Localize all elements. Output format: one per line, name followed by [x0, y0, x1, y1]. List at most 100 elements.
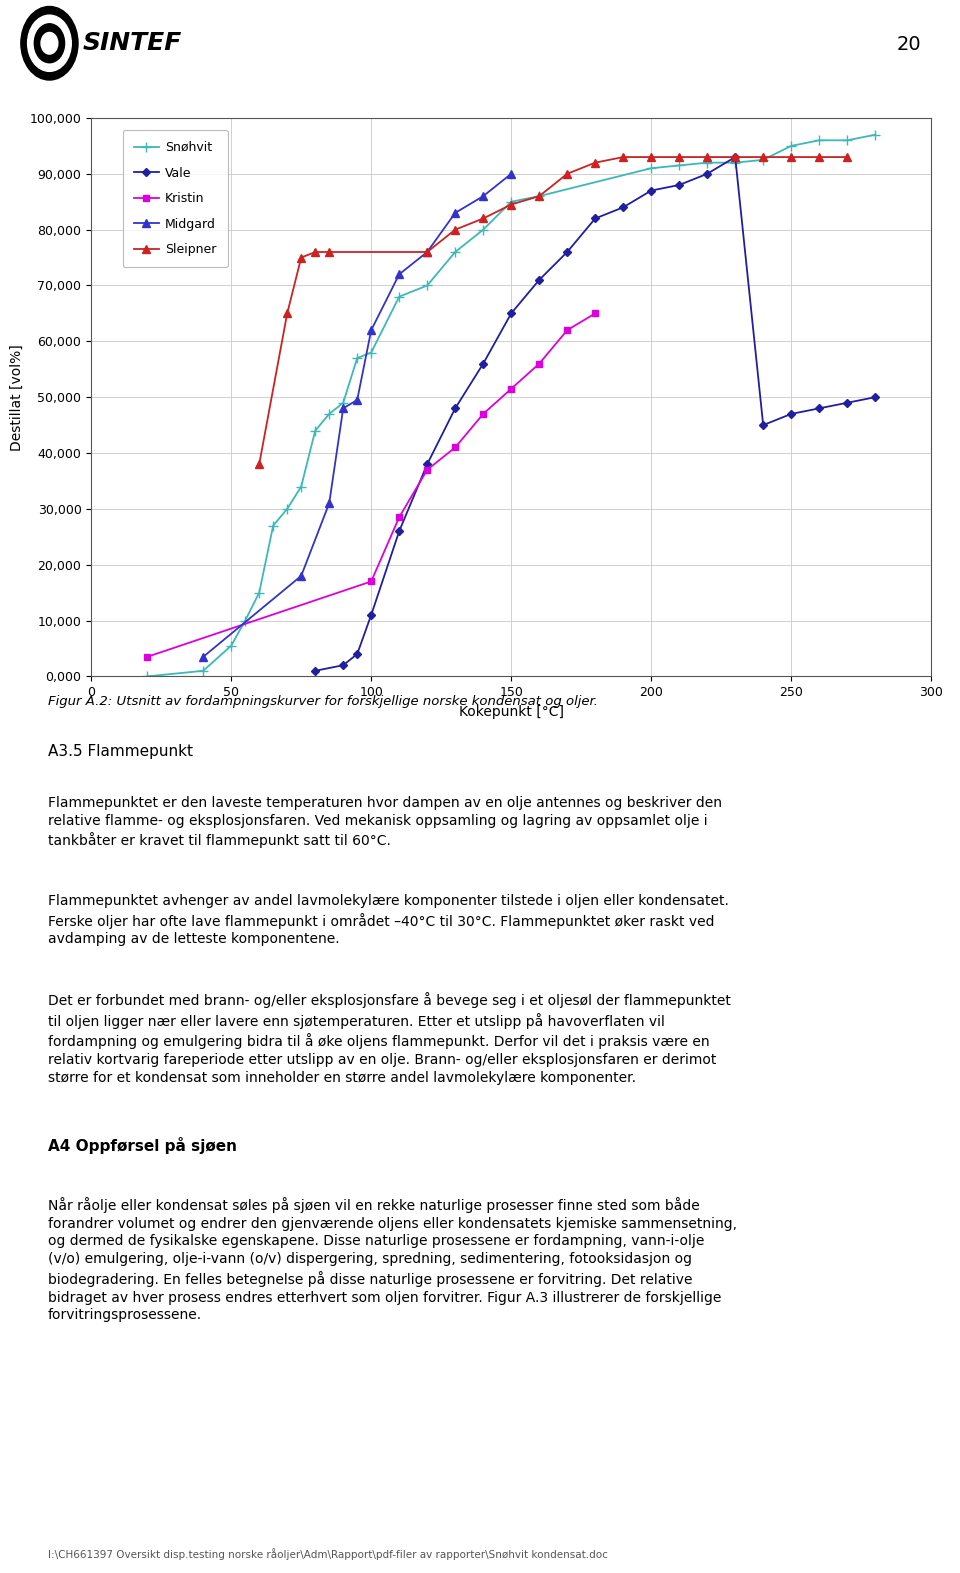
Text: Når råolje eller kondensat søles på sjøen vil en rekke naturlige prosesser finne: Når råolje eller kondensat søles på sjøe…: [48, 1197, 737, 1323]
Line: Midgard: Midgard: [199, 170, 516, 661]
Sleipner: [617, 148, 629, 167]
Sleipner: [841, 148, 853, 167]
Snøhvit: [421, 277, 433, 296]
Kristin: [421, 461, 433, 480]
Snøhvit: [813, 131, 825, 149]
Vale: [505, 304, 516, 322]
Vale: [562, 242, 573, 261]
Text: Flammepunktet er den laveste temperaturen hvor dampen av en olje antennes og bes: Flammepunktet er den laveste temperature…: [48, 796, 722, 848]
Sleipner: [813, 148, 825, 167]
Kristin: [534, 354, 545, 373]
Midgard: [477, 187, 489, 206]
Sleipner: [702, 148, 713, 167]
Snøhvit: [730, 153, 741, 171]
Vale: [449, 400, 461, 418]
Text: Flammepunktet avhenger av andel lavmolekylære komponenter tilstede i oljen eller: Flammepunktet avhenger av andel lavmolek…: [48, 893, 729, 947]
Vale: [421, 455, 433, 473]
Sleipner: [421, 242, 433, 261]
Vale: [351, 645, 363, 664]
Text: 20: 20: [897, 35, 922, 53]
Snøhvit: [870, 126, 881, 145]
Snøhvit: [394, 288, 405, 307]
Snøhvit: [757, 151, 769, 170]
Y-axis label: Destillat [vol%]: Destillat [vol%]: [10, 344, 24, 450]
Sleipner: [324, 242, 335, 261]
Snøhvit: [296, 477, 307, 495]
Vale: [617, 198, 629, 217]
Kristin: [141, 648, 153, 667]
Kristin: [449, 437, 461, 456]
Vale: [645, 181, 657, 200]
Vale: [477, 354, 489, 373]
Line: Snøhvit: Snøhvit: [142, 131, 880, 681]
Snøhvit: [281, 500, 293, 519]
Snøhvit: [253, 584, 265, 602]
Sleipner: [534, 187, 545, 206]
Snøhvit: [239, 612, 251, 631]
Midgard: [296, 566, 307, 585]
Snøhvit: [534, 187, 545, 206]
Kristin: [505, 379, 516, 398]
Snøhvit: [505, 192, 516, 211]
Sleipner: [757, 148, 769, 167]
Text: I:\CH661397 Oversikt disp.testing norske råoljer\Adm\Rapport\pdf-filer av rappor: I:\CH661397 Oversikt disp.testing norske…: [48, 1548, 608, 1560]
Vale: [813, 400, 825, 418]
Circle shape: [35, 24, 64, 63]
Midgard: [198, 648, 209, 667]
Circle shape: [28, 16, 71, 71]
Sleipner: [785, 148, 797, 167]
Snøhvit: [338, 393, 349, 412]
Vale: [394, 522, 405, 541]
Line: Kristin: Kristin: [144, 310, 599, 661]
Snøhvit: [645, 159, 657, 178]
Sleipner: [505, 195, 516, 214]
Sleipner: [281, 304, 293, 322]
Vale: [841, 393, 853, 412]
Vale: [309, 661, 321, 680]
Sleipner: [645, 148, 657, 167]
Sleipner: [296, 249, 307, 267]
Kristin: [589, 304, 601, 322]
Text: Det er forbundet med brann- og/eller eksplosjonsfare å bevege seg i et oljesøl d: Det er forbundet med brann- og/eller eks…: [48, 993, 731, 1085]
Vale: [785, 404, 797, 423]
Vale: [674, 176, 685, 195]
Vale: [366, 606, 377, 624]
Kristin: [366, 573, 377, 591]
Midgard: [449, 203, 461, 222]
Circle shape: [21, 6, 78, 80]
Snøhvit: [674, 156, 685, 175]
Sleipner: [449, 220, 461, 239]
Midgard: [366, 321, 377, 340]
Legend: Snøhvit, Vale, Kristin, Midgard, Sleipner: Snøhvit, Vale, Kristin, Midgard, Sleipne…: [123, 131, 228, 267]
Midgard: [505, 165, 516, 184]
Midgard: [324, 494, 335, 513]
Midgard: [394, 264, 405, 283]
Snøhvit: [351, 349, 363, 368]
Sleipner: [730, 148, 741, 167]
Vale: [702, 165, 713, 184]
Midgard: [421, 242, 433, 261]
Snøhvit: [366, 343, 377, 362]
Sleipner: [674, 148, 685, 167]
Snøhvit: [309, 422, 321, 440]
Kristin: [562, 321, 573, 340]
Snøhvit: [226, 635, 237, 654]
Snøhvit: [198, 661, 209, 680]
Text: A3.5 Flammepunkt: A3.5 Flammepunkt: [48, 744, 193, 760]
Sleipner: [562, 165, 573, 184]
Snøhvit: [324, 404, 335, 423]
Vale: [730, 148, 741, 167]
Circle shape: [41, 33, 58, 53]
Vale: [589, 209, 601, 228]
Sleipner: [309, 242, 321, 261]
Sleipner: [589, 153, 601, 171]
Line: Sleipner: Sleipner: [255, 153, 852, 469]
Snøhvit: [477, 220, 489, 239]
Midgard: [338, 400, 349, 418]
Snøhvit: [141, 667, 153, 686]
Text: A4 Oppførsel på sjøen: A4 Oppførsel på sjøen: [48, 1137, 237, 1155]
Vale: [534, 271, 545, 289]
Vale: [338, 656, 349, 675]
Snøhvit: [785, 137, 797, 156]
Kristin: [477, 404, 489, 423]
